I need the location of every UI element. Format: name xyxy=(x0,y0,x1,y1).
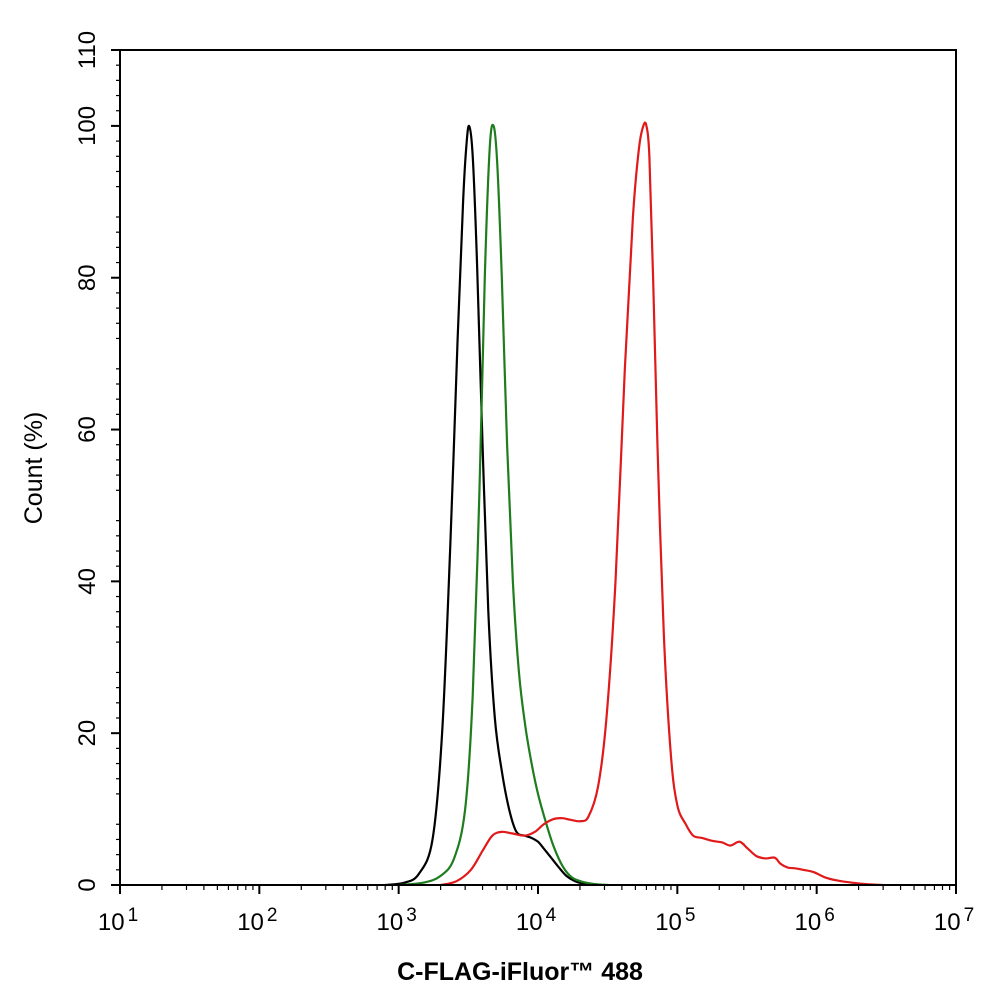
x-tick-base: 10 xyxy=(655,909,682,936)
x-axis-ticks: 10 1 10 2 10 3 10 4 10 5 10 6 10 7 xyxy=(98,885,974,936)
series-line-3 xyxy=(440,121,884,887)
x-tick-base: 10 xyxy=(516,909,543,936)
y-tick-label: 110 xyxy=(74,31,101,69)
x-axis-title: C-FLAG-iFluor™ 488 xyxy=(397,958,643,986)
x-tick-label: 10 2 xyxy=(237,905,277,936)
plot-frame xyxy=(119,49,957,886)
x-tick-label: 10 6 xyxy=(795,905,835,936)
series-layer xyxy=(385,121,884,887)
y-axis-ticks: 0 20 40 60 80 100 110 xyxy=(74,31,120,892)
x-tick-exponent: 7 xyxy=(964,905,975,926)
x-tick-label: 10 7 xyxy=(934,905,974,936)
y-tick-label: 40 xyxy=(74,568,101,595)
x-tick-exponent: 6 xyxy=(824,905,835,926)
x-tick-exponent: 2 xyxy=(267,905,278,926)
series-line-1 xyxy=(385,124,594,887)
y-tick-label: 100 xyxy=(74,106,101,146)
x-tick-exponent: 5 xyxy=(685,905,696,926)
x-tick-exponent: 3 xyxy=(406,905,417,926)
x-tick-base: 10 xyxy=(934,909,961,936)
x-tick-base: 10 xyxy=(377,909,404,936)
x-tick-base: 10 xyxy=(98,909,125,936)
x-tick-label: 10 5 xyxy=(655,905,695,936)
y-tick-label: 80 xyxy=(74,264,101,291)
series-line-2 xyxy=(398,123,609,887)
x-tick-label: 10 1 xyxy=(98,905,138,936)
y-axis-title: Count (%) xyxy=(20,412,48,525)
x-tick-exponent: 1 xyxy=(128,905,139,926)
y-tick-label: 0 xyxy=(74,878,101,891)
y-tick-label: 60 xyxy=(74,416,101,443)
x-tick-base: 10 xyxy=(237,909,264,936)
x-tick-exponent: 4 xyxy=(546,905,557,926)
x-tick-base: 10 xyxy=(795,909,822,936)
x-tick-label: 10 3 xyxy=(377,905,417,936)
y-tick-label: 20 xyxy=(74,720,101,747)
x-tick-label: 10 4 xyxy=(516,905,557,936)
